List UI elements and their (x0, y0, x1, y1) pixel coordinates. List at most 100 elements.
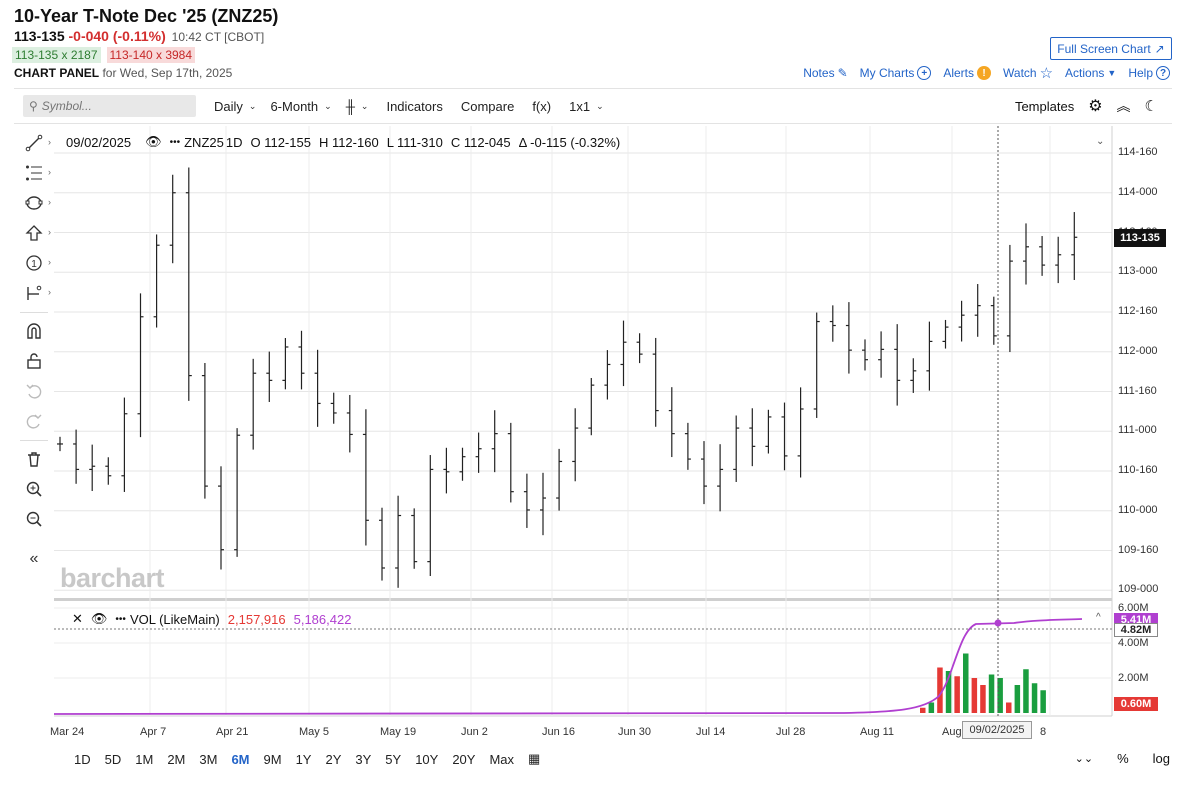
symbol-input[interactable] (41, 99, 182, 113)
eye-icon[interactable]: 👁 (90, 611, 108, 626)
more-dots-icon[interactable]: ••• (115, 613, 126, 625)
range-9m[interactable]: 9M (263, 751, 282, 767)
dark-mode-icon[interactable]: ☾ (1144, 98, 1158, 115)
range-1y[interactable]: 1Y (295, 751, 312, 767)
ohlc-bar (845, 302, 852, 374)
range-max[interactable]: Max (489, 751, 515, 767)
ohlc-bar (990, 296, 997, 345)
x-tick-label: May 5 (299, 726, 329, 738)
trend-line-icon (25, 134, 43, 152)
redo-tool[interactable] (22, 410, 46, 432)
range-label: 6-Month (270, 98, 319, 114)
vol-collapse-icon[interactable]: ^ (1096, 612, 1101, 623)
calendar-icon[interactable]: ▦ (528, 751, 541, 766)
info-high: H 112-160 (318, 134, 379, 150)
ohlc-bar (362, 409, 369, 546)
undo-tool[interactable] (22, 380, 46, 402)
chart-area[interactable]: barchart 09/02/2025 👁 ••• ZNZ25 1D O 112… (50, 126, 1172, 746)
help-link[interactable]: Help? (1128, 66, 1170, 80)
compare-button[interactable]: Compare (460, 98, 515, 114)
info-interval: 1D (225, 134, 243, 150)
fx-button[interactable]: f(x) (532, 98, 552, 114)
y-tick-label: 111-000 (1118, 424, 1157, 437)
range-1m[interactable]: 1M (135, 751, 154, 767)
interval-dropdown[interactable]: Daily ⌄ (214, 99, 256, 114)
zoom-out-tool[interactable] (22, 508, 46, 530)
x-tick-label: Apr 21 (216, 726, 249, 738)
number-one-circle-icon: 1 (26, 255, 42, 271)
ohlc-bar (330, 392, 337, 424)
price-change: -0-040 (-0.11%) (68, 28, 166, 44)
annotation-tool[interactable]: 1 › (22, 252, 51, 274)
shape-tool[interactable]: › (22, 192, 51, 214)
zoom-in-tool[interactable] (22, 478, 46, 500)
range-5d[interactable]: 5D (104, 751, 122, 767)
help-icon: ? (1156, 66, 1170, 80)
measure-tool[interactable]: › (22, 282, 51, 304)
close-icon[interactable]: ✕ (72, 611, 83, 626)
range-20y[interactable]: 20Y (452, 751, 476, 767)
interval-label: Daily (214, 98, 243, 114)
chevron-down-icon[interactable]: ⌄⌄ (1074, 753, 1094, 765)
ohlc-bar (443, 447, 450, 494)
templates-button[interactable]: Templates (1014, 98, 1075, 114)
line-tool[interactable]: › (22, 132, 51, 154)
range-2y[interactable]: 2Y (325, 751, 342, 767)
more-dots-icon[interactable]: ••• (169, 136, 181, 148)
log-toggle[interactable]: log (1152, 751, 1170, 766)
ohlc-bar (958, 300, 965, 342)
info-collapse-icon[interactable]: ⌄ (1096, 136, 1105, 147)
chevron-down-icon: ⌄ (360, 100, 369, 111)
x-tick-label: Jul 14 (696, 726, 726, 738)
ohlc-bar (717, 444, 724, 512)
bar-type-dropdown[interactable]: ╫ ⌄ (346, 99, 369, 114)
svg-text:1: 1 (31, 259, 37, 270)
layout-dropdown[interactable]: 1x1 ⌄ (569, 99, 604, 114)
ohlc-bar (121, 397, 128, 492)
range-10y[interactable]: 10Y (415, 751, 439, 767)
collapse-tools-button[interactable]: « (22, 548, 46, 570)
info-delta: Δ -0-115 (-0.32%) (518, 134, 621, 150)
range-2m[interactable]: 2M (167, 751, 186, 767)
lock-tool[interactable] (22, 350, 46, 372)
x-tick-label: Apr 7 (140, 726, 167, 738)
volume-bar (1040, 690, 1046, 713)
symbol-search[interactable]: ⚲ (23, 95, 196, 117)
ohlc-bar (829, 305, 836, 342)
percent-toggle[interactable]: % (1117, 751, 1129, 766)
range-5y[interactable]: 5Y (385, 751, 402, 767)
ohlc-bar (346, 394, 353, 453)
actions-menu[interactable]: Actions ▼ (1065, 66, 1116, 80)
range-dropdown[interactable]: 6-Month ⌄ (270, 99, 331, 114)
barchart-watermark: barchart (60, 563, 165, 593)
watch-link[interactable]: Watch ☆ (1003, 64, 1053, 82)
range-3y[interactable]: 3Y (355, 751, 372, 767)
crosshair-date-tag: 09/02/2025 (962, 721, 1032, 739)
ohlc-bar (491, 410, 498, 473)
arrow-tool[interactable]: › (22, 222, 51, 244)
y-tick-label: 112-000 (1118, 344, 1158, 357)
price-chart[interactable] (54, 126, 1172, 746)
range-6m[interactable]: 6M (231, 751, 250, 767)
alerts-link[interactable]: Alerts! (943, 66, 992, 80)
my-charts-link[interactable]: My Charts + (860, 66, 932, 80)
fib-tool[interactable]: › (22, 162, 51, 184)
volume-label: VOL (LikeMain) (129, 611, 220, 627)
ohlc-bar (314, 349, 321, 427)
notes-link[interactable]: Notes ✎ (803, 66, 847, 80)
gear-icon[interactable]: ⚙ (1088, 98, 1103, 115)
delete-tool[interactable] (22, 448, 46, 470)
indicators-button[interactable]: Indicators (386, 98, 443, 114)
page-title: 10-Year T-Note Dec '25 (ZNZ25) (14, 6, 279, 26)
collapse-up-icon[interactable]: ︽ (1116, 98, 1131, 114)
full-screen-chart-button[interactable]: Full Screen Chart ↗ (1050, 37, 1172, 60)
bottom-right-controls: ⌄⌄ % log (1075, 751, 1170, 766)
eye-icon[interactable]: 👁 (145, 134, 162, 149)
volume-bar (954, 676, 960, 713)
range-3m[interactable]: 3M (199, 751, 218, 767)
caret-down-icon: ▼ (1107, 68, 1117, 78)
ohlc-bar (1055, 236, 1062, 284)
magnet-tool[interactable] (22, 320, 46, 342)
range-1d[interactable]: 1D (74, 751, 91, 767)
double-chevron-left-icon: « (29, 550, 39, 567)
